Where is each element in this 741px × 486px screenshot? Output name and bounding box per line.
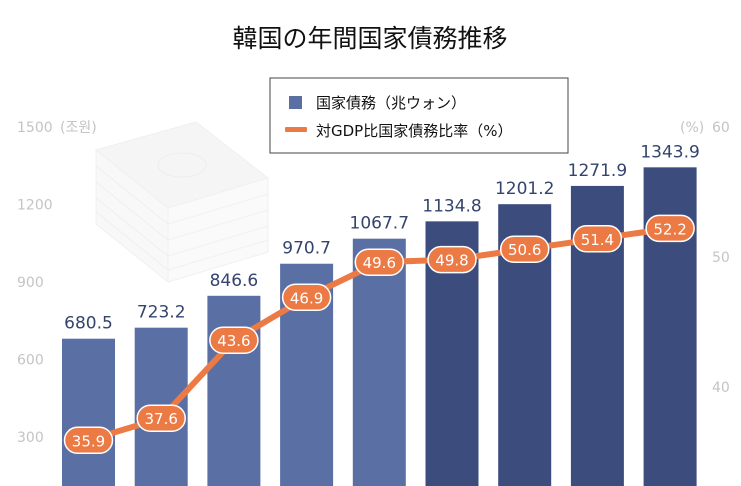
bar-value-label: 1134.8 <box>422 196 481 216</box>
legend-swatch-bar <box>289 96 302 109</box>
ratio-point <box>427 245 477 274</box>
legend-swatch-line <box>285 127 307 132</box>
bar <box>62 338 115 486</box>
bar <box>352 238 406 486</box>
y-left-unit-label: (조원) <box>60 120 97 136</box>
money-stack-illustration <box>94 121 270 284</box>
bar <box>207 295 261 486</box>
chart-title: 韓国の年間国家債務推移 <box>232 24 507 53</box>
y-left-tick-label: 1200 <box>17 198 53 214</box>
bar-value-label: 1201.2 <box>495 179 554 199</box>
ratio-point-label: 49.8 <box>435 252 468 270</box>
bar-value-label: 1271.9 <box>568 161 627 181</box>
bar-value-label: 680.5 <box>64 314 113 334</box>
ratio-point-label: 50.6 <box>508 241 541 259</box>
bar-value-label: 1343.9 <box>640 142 699 162</box>
ratio-point <box>63 426 114 455</box>
y-left-tick-label: 300 <box>17 430 44 446</box>
y-right-tick-label: 60 <box>712 120 730 136</box>
ratio-line-layer: 35.9 37.6 43.6 46.9 49.6 49.8 50.6 51.4 52.2 <box>63 214 695 455</box>
ratio-point <box>136 404 186 432</box>
axes: 300 600 900 1200 1500 (조원) 40 50 60 (%) <box>17 120 730 446</box>
bar-value-label: 970.7 <box>282 239 331 259</box>
ratio-point <box>499 235 550 263</box>
legend: 国家債務（兆ウォン） 対GDP比国家債務比率（%） <box>269 77 569 154</box>
ratio-point-label: 35.9 <box>72 432 105 450</box>
ratio-point-label: 49.6 <box>363 254 396 272</box>
ratio-point-label: 43.6 <box>217 332 250 350</box>
ratio-point-label: 37.6 <box>144 410 177 428</box>
ratio-point <box>572 225 623 253</box>
y-left-tick-label: 900 <box>17 275 44 291</box>
ratio-point <box>281 283 332 312</box>
bar-value-label: 1067.7 <box>350 214 409 234</box>
ratio-point-label: 46.9 <box>290 289 323 307</box>
ratio-point-label: 52.2 <box>653 220 686 238</box>
ratio-point <box>645 214 695 243</box>
y-left-tick-label: 600 <box>17 353 44 369</box>
y-right-tick-label: 40 <box>712 380 730 396</box>
legend-label-line: 対GDP比国家債務比率（%） <box>316 122 512 140</box>
ratio-point <box>209 326 259 354</box>
ratio-point-label: 51.4 <box>581 231 614 249</box>
y-right-tick-label: 50 <box>712 250 730 266</box>
bar-value-label: 723.2 <box>137 303 186 323</box>
bar-value-label: 846.6 <box>210 271 259 291</box>
legend-label-bar: 国家債務（兆ウォン） <box>316 94 466 112</box>
legend-box <box>269 77 569 154</box>
y-left-tick-label: 1500 <box>17 120 53 136</box>
ratio-point <box>354 248 405 276</box>
y-right-unit-label: (%) <box>680 120 704 136</box>
